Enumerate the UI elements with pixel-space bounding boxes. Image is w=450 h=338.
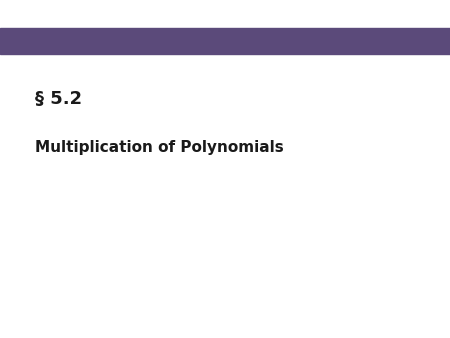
Bar xyxy=(0,28,450,54)
Text: § 5.2: § 5.2 xyxy=(35,90,82,108)
Text: Multiplication of Polynomials: Multiplication of Polynomials xyxy=(35,140,284,155)
